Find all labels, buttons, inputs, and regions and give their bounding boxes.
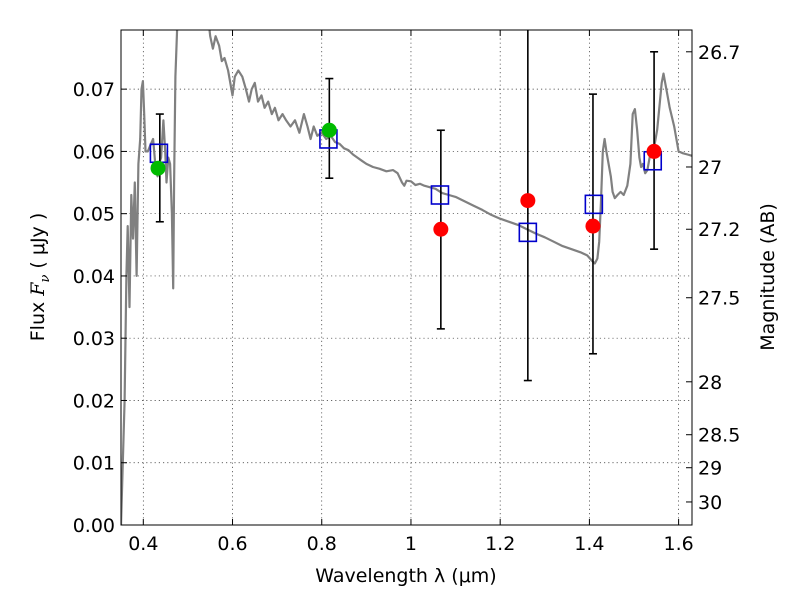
observed-red-point bbox=[433, 221, 449, 237]
y-tick-label: 0.01 bbox=[73, 453, 115, 475]
x-axis-label: Wavelength λ (μm) bbox=[315, 565, 496, 587]
y2-tick-label: 28 bbox=[698, 372, 722, 394]
spectrum-line bbox=[121, 30, 692, 525]
marker-layer bbox=[149, 30, 663, 382]
x-tick-label: 0.8 bbox=[307, 533, 337, 555]
y-tick-label: 0.06 bbox=[73, 141, 115, 163]
y-tick-label: 0.02 bbox=[73, 390, 115, 412]
x-tick-label: 1.4 bbox=[574, 533, 604, 555]
y-axis-label-prefix: Flux bbox=[27, 296, 49, 342]
x-tick-label: 0.6 bbox=[217, 533, 247, 555]
model-photometry-square bbox=[584, 194, 604, 215]
data-layer bbox=[121, 30, 692, 525]
x-tick-label: 1.6 bbox=[664, 533, 694, 555]
y2-tick-label: 27.2 bbox=[698, 219, 740, 241]
y2-tick-label: 27 bbox=[698, 157, 722, 179]
y-tick-label: 0.04 bbox=[73, 266, 115, 288]
y-axis-label-subscript: ν bbox=[38, 275, 53, 283]
y2-tick-label: 28.5 bbox=[698, 425, 740, 447]
y2-axis-label: Magnitude (AB) bbox=[757, 203, 779, 351]
tick-layer: 0.4 0.6 0.8 1 1.2 1.4 1.6 0.00 0.01 0.02 0.03 0.04 0… bbox=[73, 30, 740, 555]
plot-area bbox=[121, 30, 692, 525]
observed-red-point bbox=[520, 193, 536, 209]
x-tick-label: 1.2 bbox=[485, 533, 515, 555]
x-tick-label: 0.4 bbox=[128, 533, 158, 555]
model-photometry-square bbox=[518, 222, 538, 243]
y-axis-label: Flux Fν ( μJy ) bbox=[27, 213, 53, 342]
y-axis-label-math: F bbox=[27, 282, 49, 297]
x-tick-label: 1 bbox=[405, 533, 417, 555]
y-tick-label: 0.00 bbox=[73, 515, 115, 537]
model-photometry-square bbox=[430, 185, 450, 205]
observed-green-point bbox=[150, 160, 166, 176]
observed-red-point bbox=[646, 143, 662, 159]
y2-tick-label: 27.5 bbox=[698, 288, 740, 310]
y-tick-label: 0.05 bbox=[73, 204, 115, 226]
observed-red-point bbox=[585, 218, 601, 234]
y2-tick-label: 30 bbox=[698, 492, 722, 514]
y-axis-label-suffix: ( μJy ) bbox=[27, 213, 49, 275]
y-tick-label: 0.03 bbox=[73, 328, 115, 350]
y-tick-label: 0.07 bbox=[73, 79, 115, 101]
y2-tick-label: 29 bbox=[698, 458, 722, 480]
y2-tick-label: 26.7 bbox=[698, 42, 740, 64]
grid-layer bbox=[121, 30, 692, 526]
observed-green-point bbox=[321, 122, 337, 138]
plot-frame bbox=[120, 29, 693, 526]
